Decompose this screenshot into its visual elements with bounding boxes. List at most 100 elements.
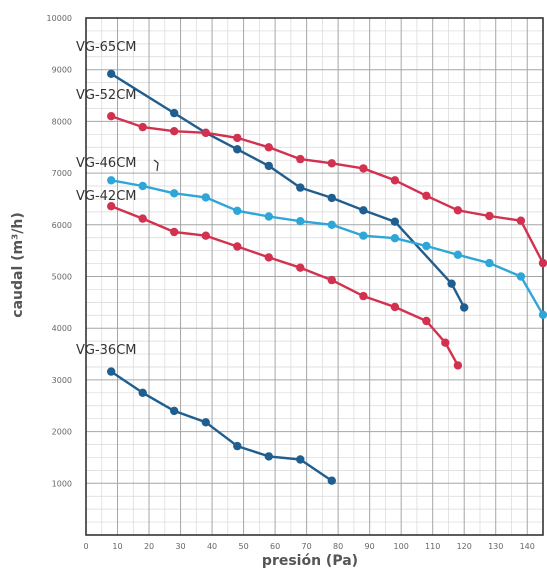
data-point-vg-46cm: [453, 250, 463, 259]
data-point-vg-46cm: [422, 241, 431, 251]
y-tick-label: 6000: [52, 221, 72, 230]
x-tick-label: 140: [520, 542, 535, 551]
y-tick-label: 10000: [47, 14, 72, 23]
plot-frame: [85, 17, 544, 536]
data-point-vg-36cm: [233, 441, 242, 451]
data-point-vg-46cm: [390, 234, 400, 243]
x-tick-label: 20: [144, 542, 154, 551]
data-point-vg-65cm: [264, 161, 273, 171]
data-point-vg-52cm: [296, 154, 305, 164]
data-point-vg-36cm: [327, 476, 336, 485]
data-point-vg-46cm: [516, 272, 526, 281]
data-point-vg-46cm: [359, 231, 368, 240]
data-point-vg-52cm: [201, 128, 210, 137]
data-point-vg-46cm: [538, 310, 547, 319]
data-point-vg-46cm: [264, 212, 273, 221]
data-point-vg-46cm: [107, 176, 116, 185]
data-point-vg-65cm: [447, 279, 456, 288]
data-point-vg-42cm: [327, 275, 336, 285]
x-tick-label: 90: [365, 542, 375, 551]
x-tick-label: 40: [207, 542, 217, 551]
data-point-vg-52cm: [327, 159, 336, 168]
data-point-vg-52cm: [138, 122, 147, 132]
data-point-vg-36cm: [138, 388, 147, 397]
y-tick-label: 8000: [52, 117, 72, 126]
y-tick-label: 7000: [52, 169, 72, 178]
series-vg-36cm: [107, 367, 336, 485]
y-tick-label: 3000: [52, 376, 72, 385]
data-point-vg-36cm: [107, 367, 116, 376]
data-point-vg-52cm: [390, 176, 400, 185]
data-point-vg-42cm: [264, 253, 273, 262]
data-point-vg-46cm: [296, 217, 305, 226]
data-point-vg-65cm: [359, 206, 368, 215]
data-point-vg-65cm: [107, 69, 116, 79]
y-tick-label: 2000: [52, 428, 72, 437]
data-point-vg-52cm: [422, 191, 431, 200]
x-axis-ticks: 0 10 20 30 40 50 60 70 80 90 100 110 120 130 140: [83, 542, 534, 551]
y-tick-label: 9000: [52, 66, 72, 75]
data-point-vg-65cm: [390, 217, 400, 226]
label-vg-52cm: VG-52CM: [76, 88, 137, 103]
data-point-vg-46cm: [170, 189, 179, 198]
data-point-vg-46cm: [327, 220, 336, 229]
x-tick-label: 80: [333, 542, 343, 551]
data-point-vg-42cm: [422, 316, 431, 326]
data-point-vg-52cm: [453, 206, 463, 215]
data-point-vg-65cm: [327, 193, 336, 203]
data-point-vg-52cm: [538, 258, 547, 268]
data-point-vg-42cm: [201, 231, 210, 240]
data-point-vg-42cm: [441, 338, 450, 347]
data-point-vg-42cm: [359, 291, 368, 301]
x-tick-label: 120: [457, 542, 472, 551]
data-point-vg-46cm: [233, 206, 242, 215]
data-point-vg-42cm: [107, 202, 116, 211]
data-point-vg-46cm: [201, 193, 210, 202]
data-point-vg-65cm: [233, 145, 242, 154]
x-tick-label: 130: [488, 542, 503, 551]
y-tick-label: 4000: [52, 324, 72, 333]
x-tick-label: 100: [394, 542, 409, 551]
data-point-vg-36cm: [170, 406, 179, 416]
y-axis-title: caudal (m³/h): [10, 212, 26, 317]
x-axis-title: presión (Pa): [262, 553, 358, 569]
series-layer: [107, 69, 547, 485]
major-grid: [86, 18, 543, 535]
data-point-vg-52cm: [264, 143, 273, 152]
x-tick-label: 60: [270, 542, 280, 551]
data-point-vg-46cm: [485, 258, 494, 268]
data-point-vg-42cm: [390, 302, 400, 312]
data-point-vg-42cm: [233, 242, 242, 251]
x-tick-label: 50: [238, 542, 248, 551]
data-point-vg-42cm: [296, 263, 305, 272]
data-point-vg-42cm: [453, 361, 463, 370]
data-point-vg-52cm: [485, 211, 494, 221]
label-vg-46cm-pointer: [153, 159, 159, 172]
label-vg-65cm: VG-65CM: [76, 40, 137, 55]
series-vg-42cm: [107, 202, 463, 370]
x-tick-label: 10: [112, 542, 122, 551]
data-point-vg-36cm: [201, 418, 210, 427]
data-point-vg-52cm: [107, 112, 116, 121]
data-point-vg-52cm: [359, 164, 368, 173]
data-point-vg-46cm: [138, 181, 147, 191]
label-vg-46cm: VG-46CM: [76, 156, 137, 171]
x-tick-label: 110: [425, 542, 440, 551]
y-tick-label: 5000: [52, 273, 72, 282]
x-tick-label: 30: [175, 542, 185, 551]
data-point-vg-65cm: [170, 108, 179, 118]
data-point-vg-65cm: [460, 303, 469, 312]
y-axis-ticks: 1000 2000 3000 4000 5000 6000 7000 8000 9000 1000…: [47, 14, 72, 488]
series-vg-52cm: [107, 112, 547, 268]
label-vg-36cm: VG-36CM: [76, 343, 137, 358]
series-line-vg-36cm: [110, 370, 333, 482]
data-point-vg-52cm: [170, 127, 179, 136]
data-point-vg-42cm: [138, 214, 147, 223]
data-point-vg-65cm: [296, 183, 305, 192]
data-point-vg-52cm: [233, 133, 242, 143]
data-point-vg-52cm: [516, 216, 526, 225]
x-tick-label: 70: [302, 542, 312, 551]
data-point-vg-36cm: [296, 455, 305, 464]
